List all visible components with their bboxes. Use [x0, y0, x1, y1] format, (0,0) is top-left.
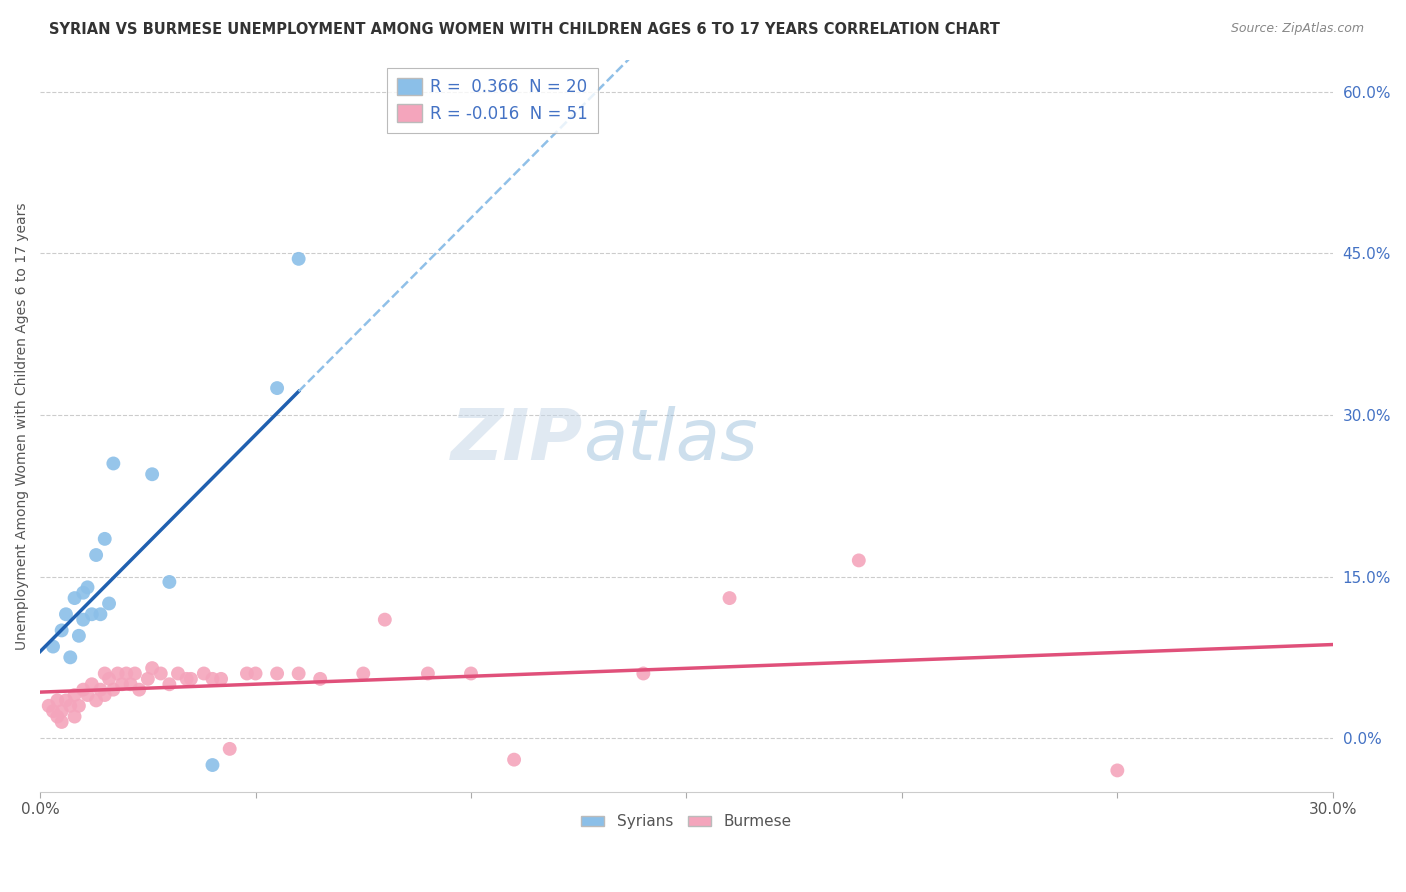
Point — [67, 629, 90, 643]
Point — [848, 553, 870, 567]
Point — [149, 666, 172, 681]
Point — [72, 682, 94, 697]
Point — [59, 650, 82, 665]
Point — [80, 677, 103, 691]
Point — [51, 714, 73, 729]
Point — [84, 693, 107, 707]
Point — [157, 574, 180, 589]
Point — [103, 682, 125, 697]
Y-axis label: Unemployment Among Women with Children Ages 6 to 17 years: Unemployment Among Women with Children A… — [15, 202, 30, 649]
Point — [38, 698, 60, 713]
Point — [51, 704, 73, 718]
Point — [55, 693, 77, 707]
Point — [89, 682, 111, 697]
Point — [63, 591, 86, 606]
Point — [309, 672, 332, 686]
Point — [209, 672, 232, 686]
Text: ZIP: ZIP — [451, 406, 583, 475]
Point — [167, 666, 190, 681]
Point — [89, 607, 111, 622]
Point — [98, 597, 121, 611]
Point — [193, 666, 215, 681]
Text: SYRIAN VS BURMESE UNEMPLOYMENT AMONG WOMEN WITH CHILDREN AGES 6 TO 17 YEARS CORR: SYRIAN VS BURMESE UNEMPLOYMENT AMONG WOM… — [49, 22, 1000, 37]
Point — [141, 661, 163, 675]
Point — [287, 666, 309, 681]
Point — [287, 252, 309, 266]
Point — [46, 709, 69, 723]
Point — [245, 666, 267, 681]
Point — [84, 548, 107, 562]
Point — [460, 666, 482, 681]
Point — [136, 672, 159, 686]
Point — [141, 467, 163, 482]
Text: atlas: atlas — [583, 406, 758, 475]
Point — [633, 666, 655, 681]
Point — [107, 666, 129, 681]
Point — [72, 585, 94, 599]
Point — [180, 672, 202, 686]
Point — [72, 613, 94, 627]
Point — [236, 666, 259, 681]
Point — [76, 688, 98, 702]
Point — [63, 688, 86, 702]
Point — [374, 613, 396, 627]
Point — [201, 758, 224, 772]
Point — [128, 682, 150, 697]
Point — [93, 532, 115, 546]
Point — [98, 672, 121, 686]
Point — [416, 666, 439, 681]
Point — [201, 672, 224, 686]
Point — [63, 709, 86, 723]
Legend: Syrians, Burmese: Syrians, Burmese — [575, 808, 797, 836]
Point — [503, 753, 526, 767]
Point — [103, 457, 125, 471]
Point — [218, 742, 240, 756]
Point — [176, 672, 198, 686]
Point — [111, 677, 134, 691]
Point — [115, 666, 138, 681]
Point — [55, 607, 77, 622]
Point — [67, 698, 90, 713]
Text: Source: ZipAtlas.com: Source: ZipAtlas.com — [1230, 22, 1364, 36]
Point — [124, 666, 146, 681]
Point — [93, 688, 115, 702]
Point — [93, 666, 115, 681]
Point — [42, 640, 65, 654]
Point — [718, 591, 741, 606]
Point — [80, 607, 103, 622]
Point — [157, 677, 180, 691]
Point — [42, 704, 65, 718]
Point — [76, 580, 98, 594]
Point — [59, 698, 82, 713]
Point — [266, 666, 288, 681]
Point — [1107, 764, 1129, 778]
Point — [352, 666, 374, 681]
Point — [266, 381, 288, 395]
Point — [46, 693, 69, 707]
Point — [120, 677, 142, 691]
Point — [51, 624, 73, 638]
